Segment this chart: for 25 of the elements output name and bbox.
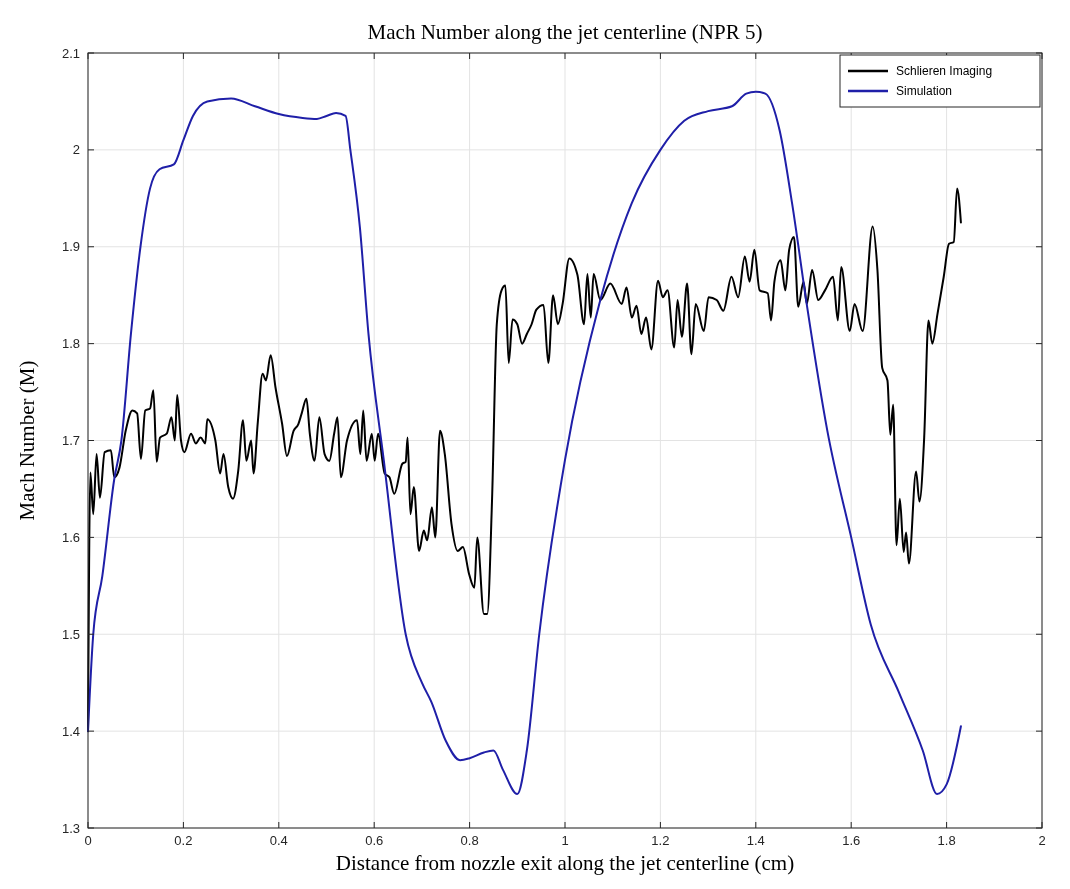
x-tick-label: 0.2 [174,833,193,848]
y-tick-label: 1.7 [61,433,80,449]
y-tick-label: 1.6 [61,529,80,545]
y-tick-label: 1.4 [61,723,80,739]
y-tick-label: 2.1 [61,45,80,61]
x-tick-label: 1.6 [842,833,861,848]
y-tick-label: 1.9 [61,239,80,255]
x-tick-label: 0 [84,833,92,848]
legend-label: Simulation [896,84,953,99]
x-tick-label: 1.2 [651,833,670,848]
y-tick-label: 1.3 [61,820,80,836]
x-tick-label: 0.8 [460,833,479,848]
chart-title: Mach Number along the jet centerline (NPR 5) [367,20,763,44]
x-tick-label: 1 [561,833,569,848]
x-tick-label: 2 [1038,833,1046,848]
y-axis-title: Mach Number (M) [15,360,39,521]
legend-label: Schlieren Imaging [896,64,993,79]
x-tick-label: 1.4 [746,833,765,848]
x-tick-label: 0.4 [269,833,288,848]
y-tick-label: 1.8 [61,336,80,352]
x-tick-label: 1.8 [937,833,956,848]
y-tick-label: 2 [72,142,80,158]
y-tick-label: 1.5 [61,626,80,642]
x-tick-label: 0.6 [365,833,384,848]
x-axis-title: Distance from nozzle exit along the jet centerline (cm) [335,851,795,875]
